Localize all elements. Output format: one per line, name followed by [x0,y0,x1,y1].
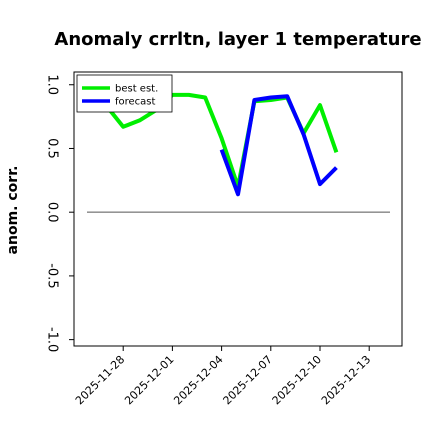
legend-label-forecast: forecast [115,97,156,108]
y-tick-label: 0.5 [45,138,60,159]
y-axis-label: anom. corr. [5,166,21,255]
x-tick-label: 2025-12-10 [270,353,324,407]
x-tick-label: 2025-11-28 [73,353,127,407]
y-tick-label: -0.5 [45,263,60,288]
series-line-forecast [219,94,338,197]
legend: best est. forecast [76,74,173,113]
y-tick-label: 0.0 [45,202,60,223]
y-tick-label: -1.0 [45,327,60,352]
data-series [90,92,339,197]
x-tick-label: 2025-12-01 [122,353,176,407]
x-axis: 2025-11-282025-12-012025-12-042025-12-07… [73,346,373,407]
legend-box [76,74,173,113]
chart-title: Anomaly crrltn, layer 1 temperature [54,29,421,50]
y-tick-label: 1.0 [45,74,60,95]
x-tick-label: 2025-12-13 [319,353,373,407]
x-tick-label: 2025-12-07 [221,353,275,407]
y-axis: -1.0 -0.5 0.0 0.5 1.0 [45,74,74,352]
legend-label-best-est: best est. [115,84,158,95]
x-tick-label: 2025-12-04 [171,353,225,407]
plot-area-frame [73,71,403,347]
